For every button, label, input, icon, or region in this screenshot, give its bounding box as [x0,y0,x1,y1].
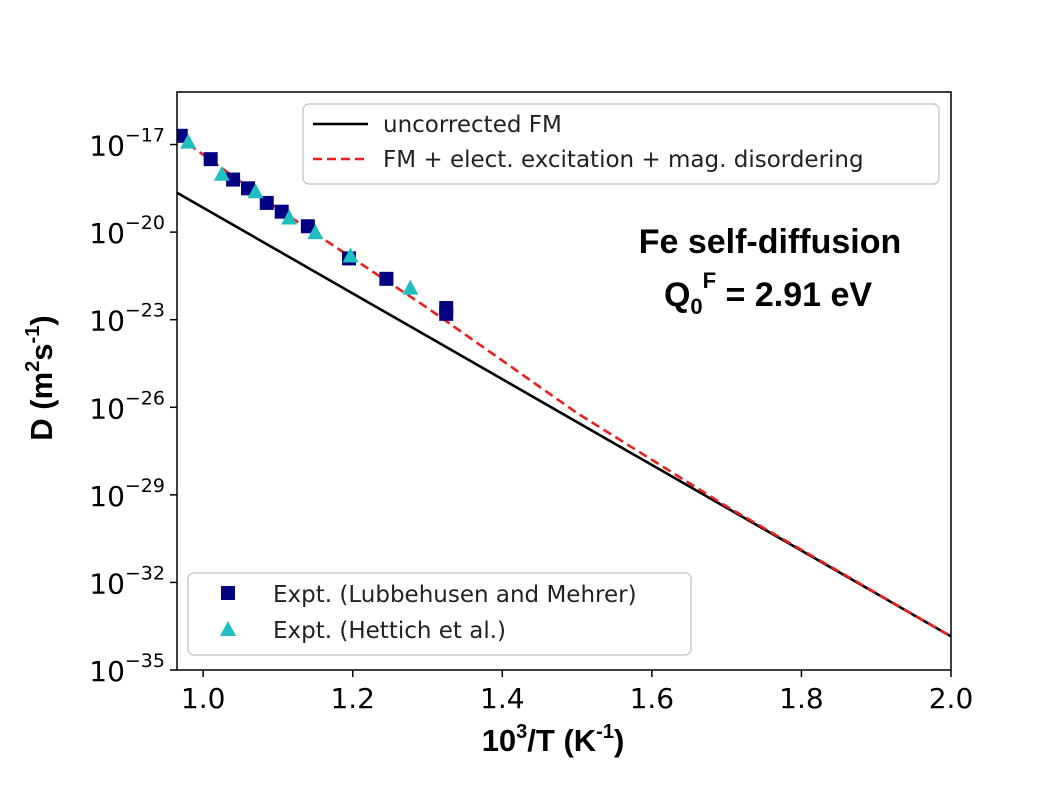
plot-layer [177,128,951,638]
y-tick-label: 10−17 [89,125,165,163]
lubbehusen-data-point [300,219,315,234]
x-axis-ticks: 1.0 1.2 1.4 1.6 1.8 2.0 [181,670,973,715]
y-tick-label: 10−35 [89,650,165,688]
legend-scatter-1-label: Expt. (Lubbehusen and Mehrer) [273,582,637,608]
hettich-data-point [342,247,359,263]
plot-frame [176,91,952,671]
lubbehusen-data-point [274,204,289,219]
hettich-data-point [247,183,264,199]
hettich-data-point [307,224,324,240]
hettich-data-point [213,165,230,181]
hettich-data-point [281,209,298,225]
y-tick-label: 10−23 [89,300,165,338]
x-axis-label: 103/T (K-1) [482,721,625,758]
scatter-legend: Expt. (Lubbehusen and Mehrer) Expt. (Het… [187,572,692,656]
x-tick-label: 1.0 [181,682,226,715]
annotation-activation-energy: Q0F = 2.91 eV [664,268,872,319]
y-tick-label: 10−32 [89,562,165,600]
legend-scatter-2-label: Expt. (Hettich et al.) [273,618,506,644]
legend-line-1-label: uncorrected FM [383,112,562,138]
hettich-data-point [180,133,197,149]
line-legend-box [302,103,940,185]
x-tick-label: 1.4 [480,682,525,715]
y-axis-ticks: 10−17 10−20 10−23 10−26 10−29 10−32 10−35 [89,125,177,688]
annotation-title: Fe self-diffusion [639,223,902,261]
scatter-legend-box [187,572,692,656]
lubbehusen-data-point [226,172,241,187]
line-legend: uncorrected FM FM + elect. excitation + … [302,103,940,185]
y-axis-label: D (m2s-1) [22,315,59,440]
lubbehusen-data-point [379,271,394,286]
x-tick-label: 1.6 [630,682,675,715]
y-tick-label: 10−29 [89,475,165,513]
plot-area [177,128,951,638]
legend-square-marker [221,586,235,600]
x-tick-label: 2.0 [929,682,974,715]
lubbehusen-data-point [203,152,218,167]
x-tick-label: 1.2 [330,682,375,715]
x-tick-label: 1.8 [779,682,824,715]
y-tick-label: 10−26 [89,387,165,425]
lubbehusen-data-point [439,306,454,321]
legend-triangle-marker [220,621,236,636]
corrected-fm-dashed-line [177,134,951,638]
hettich-data-point [402,279,419,295]
y-tick-label: 10−20 [89,212,165,250]
lubbehusen-data-point [259,195,274,210]
legend-line-2-label: FM + elect. excitation + mag. disorderin… [383,147,864,173]
lubbehusen-data-point [177,128,188,143]
